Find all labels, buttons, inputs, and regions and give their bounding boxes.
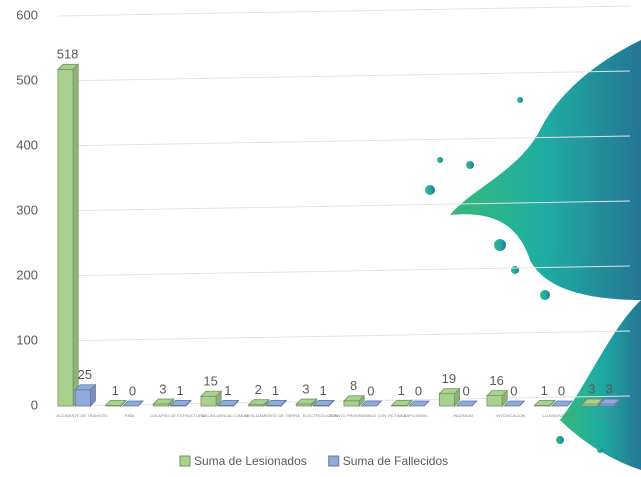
- bar: [75, 385, 95, 406]
- bar-front: [344, 401, 359, 406]
- legend-label: Suma de Lesionados: [194, 454, 307, 468]
- value-label: 16: [489, 373, 503, 388]
- value-label: 8: [350, 378, 357, 393]
- legend-swatch: [180, 456, 190, 466]
- x-tick-label: RIÑA: [125, 413, 135, 418]
- y-tick-label: 500: [16, 72, 38, 87]
- bar: [392, 400, 412, 406]
- x-tick-label: LLUVIA INTENSA: [542, 413, 574, 418]
- chart: 0100200300400500600ACCIDENTE DE TRANSITO…: [0, 0, 641, 477]
- bar: [457, 401, 477, 406]
- x-tick-label: COLAPSO DE ESTRUCTURA: [150, 413, 205, 418]
- x-tick-label: INCENDIO: [453, 413, 473, 418]
- x-tick-label: ACCIDENTE DE TRANSITO: [56, 413, 107, 418]
- value-label: 1: [541, 383, 548, 398]
- bar: [58, 64, 78, 406]
- bar: [439, 389, 459, 406]
- value-label: 3: [302, 381, 309, 396]
- value-label: 15: [203, 374, 217, 389]
- value-label: 19: [442, 371, 456, 386]
- value-label: 1: [398, 383, 405, 398]
- bar-front: [58, 69, 73, 406]
- value-label: 3: [588, 381, 595, 396]
- bar: [123, 401, 143, 406]
- value-label: 3: [159, 381, 166, 396]
- bar: [409, 401, 429, 406]
- x-tick-label: EXPLOSION: [404, 413, 427, 418]
- x-tick-label: INTOXICACION: [496, 413, 525, 418]
- bar: [361, 401, 381, 406]
- bar: [535, 400, 555, 406]
- value-label: 3: [606, 381, 613, 396]
- y-tick-label: 400: [16, 137, 38, 152]
- x-tick-label: DELINCUENCIA COMUN: [202, 413, 248, 418]
- value-label: 0: [558, 383, 565, 398]
- bar: [344, 396, 364, 406]
- bar: [552, 401, 572, 406]
- value-label: 1: [224, 383, 231, 398]
- value-label: 0: [463, 383, 470, 398]
- grid-line: [58, 6, 630, 16]
- x-tick-label: DESLIZAMIENTO DE TIERRA: [245, 413, 300, 418]
- bar: [504, 401, 524, 406]
- x-tick-label: SUMERSION: [594, 413, 618, 418]
- bar: [487, 391, 507, 406]
- value-label: 1: [320, 383, 327, 398]
- y-tick-label: 100: [16, 332, 38, 347]
- bar: [201, 391, 221, 406]
- grid-line: [58, 331, 630, 341]
- bar-side: [73, 64, 78, 406]
- bar-front: [487, 396, 502, 406]
- legend-label: Suma de Fallecidos: [343, 454, 448, 468]
- grid-line: [58, 71, 630, 81]
- value-label: 1: [177, 383, 184, 398]
- bar-front: [439, 394, 454, 406]
- y-tick-label: 600: [16, 7, 38, 22]
- value-label: 0: [367, 383, 374, 398]
- bar-front: [201, 396, 216, 406]
- y-tick-label: 0: [31, 397, 38, 412]
- y-tick-label: 200: [16, 267, 38, 282]
- value-label: 0: [129, 383, 136, 398]
- value-label: 518: [57, 47, 79, 62]
- bar-front: [75, 390, 90, 406]
- value-label: 0: [510, 383, 517, 398]
- value-label: 1: [272, 383, 279, 398]
- legend-swatch: [329, 456, 339, 466]
- value-label: 1: [112, 383, 119, 398]
- value-label: 0: [415, 383, 422, 398]
- x-tick-label: EVENTO PROGRAMADO CON VICTIMAS: [329, 413, 406, 418]
- value-label: 25: [78, 367, 92, 382]
- value-label: 2: [255, 382, 262, 397]
- y-tick-label: 300: [16, 202, 38, 217]
